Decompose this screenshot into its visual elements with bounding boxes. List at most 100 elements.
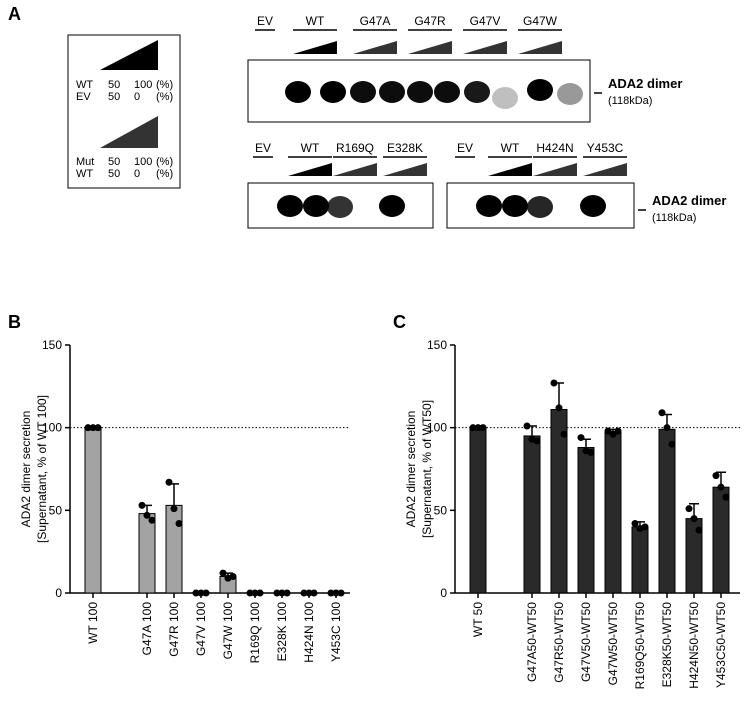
y-tick-label: 100 xyxy=(42,421,62,435)
legend-text: WT xyxy=(76,79,93,91)
data-point xyxy=(722,493,730,501)
y-tick-label: 50 xyxy=(434,503,448,517)
x-tick-label: E328K 100 xyxy=(275,602,289,662)
panel-label: A xyxy=(8,4,21,24)
x-tick-label: G47V 100 xyxy=(194,602,208,656)
lane-label: WT xyxy=(301,141,320,155)
x-tick-label: G47R 100 xyxy=(167,602,181,657)
x-tick-label: WT 100 xyxy=(86,602,100,644)
data-point xyxy=(550,379,558,387)
x-tick-label: Y453C 100 xyxy=(329,602,343,662)
blot-band xyxy=(277,195,303,217)
bar xyxy=(577,447,595,594)
blot-band xyxy=(527,79,553,101)
x-tick-label: G47W 100 xyxy=(221,602,235,660)
legend-text: Mut xyxy=(76,156,94,168)
x-tick-label: H424N 100 xyxy=(302,602,316,663)
y-tick-label: 50 xyxy=(49,503,63,517)
legend-text: (%) xyxy=(156,79,173,91)
legend-wedge xyxy=(100,116,158,148)
data-point xyxy=(479,424,487,432)
legend-text: EV xyxy=(76,91,91,103)
blot-band xyxy=(303,195,329,217)
data-point xyxy=(663,424,671,432)
legend-text: 50 xyxy=(108,91,120,103)
data-point xyxy=(631,520,639,528)
y-tick-label: 150 xyxy=(42,338,62,352)
data-point xyxy=(94,424,102,432)
band-label: ADA2 dimer xyxy=(608,76,682,91)
data-point xyxy=(251,589,259,597)
data-point xyxy=(533,437,541,445)
error-bar xyxy=(169,483,179,506)
legend-text: WT xyxy=(76,168,93,180)
data-point xyxy=(717,483,725,491)
lane-label: Y453C xyxy=(587,141,624,155)
data-point xyxy=(89,424,97,432)
x-tick-label: H424N50-WT50 xyxy=(687,602,701,689)
blot-band xyxy=(285,81,311,103)
data-point xyxy=(555,404,563,412)
y-axis-label: ADA2 dimer secretion xyxy=(404,411,418,528)
panel-label: B xyxy=(8,312,21,332)
blot-band xyxy=(407,81,433,103)
blot-band xyxy=(379,81,405,103)
blot-band xyxy=(327,196,353,218)
data-point xyxy=(474,424,482,432)
x-tick-label: E328K50-WT50 xyxy=(660,602,674,688)
data-point xyxy=(148,516,156,524)
bar xyxy=(84,427,102,594)
lane-label: G47W xyxy=(523,14,558,28)
data-point xyxy=(197,589,205,597)
blot-band xyxy=(527,196,553,218)
data-point xyxy=(685,505,693,513)
data-point xyxy=(138,501,146,509)
data-point xyxy=(327,589,335,597)
lane-label: G47V xyxy=(470,14,501,28)
y-tick-label: 0 xyxy=(55,586,62,600)
blot-band xyxy=(492,87,518,109)
x-tick-label: G47A50-WT50 xyxy=(525,602,539,682)
dose-wedge xyxy=(333,163,377,176)
data-point xyxy=(609,430,617,438)
data-point xyxy=(246,589,254,597)
dose-wedge xyxy=(463,41,507,54)
lane-label: R169Q xyxy=(336,141,374,155)
data-point xyxy=(305,589,313,597)
band-size: (118kDa) xyxy=(608,95,652,107)
legend-text: 0 xyxy=(134,91,140,103)
data-point xyxy=(143,511,151,519)
dose-wedge xyxy=(288,163,332,176)
bar xyxy=(604,432,622,594)
dose-wedge xyxy=(518,41,562,54)
bar xyxy=(469,427,487,594)
data-point xyxy=(84,424,92,432)
data-point xyxy=(202,589,210,597)
y-tick-label: 150 xyxy=(427,338,447,352)
lane-label: WT xyxy=(306,14,325,28)
x-tick-label: G47V50-WT50 xyxy=(579,602,593,682)
dose-wedge xyxy=(533,163,577,176)
blot-frame xyxy=(446,182,635,229)
dose-wedge xyxy=(383,163,427,176)
bar xyxy=(165,504,183,594)
lane-label: EV xyxy=(457,141,473,155)
band-label: ADA2 dimer xyxy=(652,193,726,208)
legend-box xyxy=(67,34,181,189)
blot-band xyxy=(320,81,346,103)
blot-band xyxy=(464,81,490,103)
lane-label: WT xyxy=(501,141,520,155)
data-point xyxy=(337,589,345,597)
legend-text: (%) xyxy=(156,91,173,103)
data-point xyxy=(278,589,286,597)
data-point xyxy=(695,526,703,534)
legend-text: 100 xyxy=(134,79,152,91)
data-point xyxy=(175,520,183,528)
data-point xyxy=(577,434,585,442)
data-point xyxy=(273,589,281,597)
lane-label: H424N xyxy=(536,141,573,155)
legend-wedge xyxy=(100,40,158,70)
bar xyxy=(138,513,156,594)
data-point xyxy=(614,427,622,435)
